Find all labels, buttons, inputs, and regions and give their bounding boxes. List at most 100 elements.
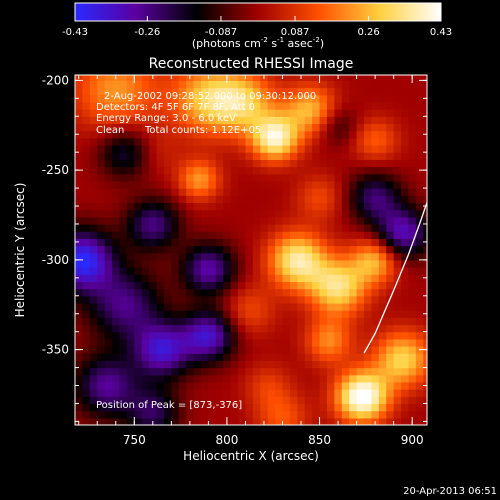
heatmap-cell (319, 338, 328, 347)
heatmap-cell (267, 317, 276, 326)
heatmap-cell (349, 252, 358, 261)
heatmap-cell (275, 94, 284, 103)
heatmap-cell (112, 252, 121, 261)
heatmap-cell (171, 367, 180, 376)
heatmap-cell (230, 389, 239, 397)
heatmap-cell (89, 94, 98, 103)
heatmap-cell (245, 288, 254, 297)
heatmap-cell (349, 346, 358, 354)
heatmap-cell (200, 288, 209, 297)
heatmap-cell (312, 109, 321, 117)
heatmap-cell (200, 188, 209, 196)
heatmap-cell (215, 417, 224, 425)
heatmap-cell (223, 259, 232, 268)
heatmap-cell (341, 116, 350, 125)
heatmap-cell (141, 152, 150, 160)
heatmap-cell (252, 274, 261, 283)
heatmap-cell (289, 274, 298, 283)
heatmap-cell (223, 188, 232, 196)
heatmap-cell (141, 238, 150, 247)
heatmap-cell (371, 195, 380, 204)
x-tick-label: 850 (308, 433, 331, 447)
heatmap-cell (82, 75, 91, 81)
heatmap-cell (163, 75, 172, 81)
heatmap-cell (275, 346, 284, 354)
heatmap-cell (163, 80, 172, 89)
heatmap-cell (267, 173, 276, 182)
heatmap-cell (282, 87, 291, 96)
heatmap-cell (371, 216, 380, 225)
heatmap-cell (156, 166, 165, 175)
heatmap-cell (334, 87, 343, 96)
heatmap-cell (275, 353, 284, 361)
heatmap-cell (171, 75, 180, 81)
heatmap-cell (401, 180, 410, 189)
heatmap-cell (178, 94, 187, 103)
heatmap-cell (260, 403, 269, 412)
heatmap-cell (312, 130, 321, 139)
heatmap-cell (97, 159, 106, 168)
heatmap-cell (134, 145, 143, 153)
heatmap-cell (126, 267, 135, 275)
heatmap-cell (208, 295, 217, 304)
heatmap-cell (401, 195, 410, 204)
heatmap-cell (171, 403, 180, 412)
heatmap-cell (312, 374, 321, 383)
heatmap-cell (186, 317, 195, 326)
heatmap-cell (238, 152, 247, 160)
heatmap-cell (112, 87, 121, 96)
heatmap-cell (364, 195, 373, 204)
heatmap-cell (378, 259, 387, 268)
heatmap-cell (178, 417, 187, 425)
heatmap-cell (119, 353, 128, 361)
heatmap-cell (245, 109, 254, 117)
heatmap-cell (178, 331, 187, 340)
heatmap-cell (378, 101, 387, 110)
heatmap-cell (208, 137, 217, 146)
heatmap-cell (386, 209, 395, 218)
heatmap-cell (141, 410, 150, 419)
heatmap-cell (134, 360, 143, 369)
heatmap-cell (163, 367, 172, 376)
heatmap-cell (326, 338, 335, 347)
heatmap-cell (341, 353, 350, 361)
heatmap-cell (275, 109, 284, 117)
heatmap-cell (252, 116, 261, 125)
heatmap-cell (423, 145, 427, 153)
heatmap-cell (245, 274, 254, 283)
heatmap-cell (341, 137, 350, 146)
heatmap-cell (238, 331, 247, 340)
heatmap-cell (378, 245, 387, 254)
heatmap-cell (171, 152, 180, 160)
heatmap-cell (186, 259, 195, 268)
heatmap-cell (215, 166, 224, 175)
heatmap-cell (297, 123, 306, 132)
heatmap-cell (304, 123, 313, 132)
heatmap-cell (334, 259, 343, 268)
heatmap-cell (341, 403, 350, 412)
heatmap-cell (156, 101, 165, 110)
heatmap-cell (75, 389, 84, 397)
heatmap-cell (349, 374, 358, 383)
heatmap-cell (401, 331, 410, 340)
colorbar-tick-label: 0.26 (358, 27, 380, 38)
heatmap-cell (163, 346, 172, 354)
heatmap-cell (112, 245, 121, 254)
heatmap-cell (178, 374, 187, 383)
heatmap-cell (393, 389, 402, 397)
heatmap-cell (119, 396, 128, 405)
colorbar-tick-label: -0.26 (134, 27, 160, 38)
heatmap-cell (208, 346, 217, 354)
heatmap-cell (104, 101, 113, 110)
heatmap-cell (104, 80, 113, 89)
heatmap-cell (119, 209, 128, 218)
heatmap-cell (208, 245, 217, 254)
heatmap-cell (149, 245, 158, 254)
heatmap-cell (82, 180, 91, 189)
heatmap-cell (163, 396, 172, 405)
heatmap-cell (186, 145, 195, 153)
heatmap-cell (215, 317, 224, 326)
heatmap-cell (304, 302, 313, 311)
heatmap-cell (89, 216, 98, 225)
heatmap-cell (238, 274, 247, 283)
